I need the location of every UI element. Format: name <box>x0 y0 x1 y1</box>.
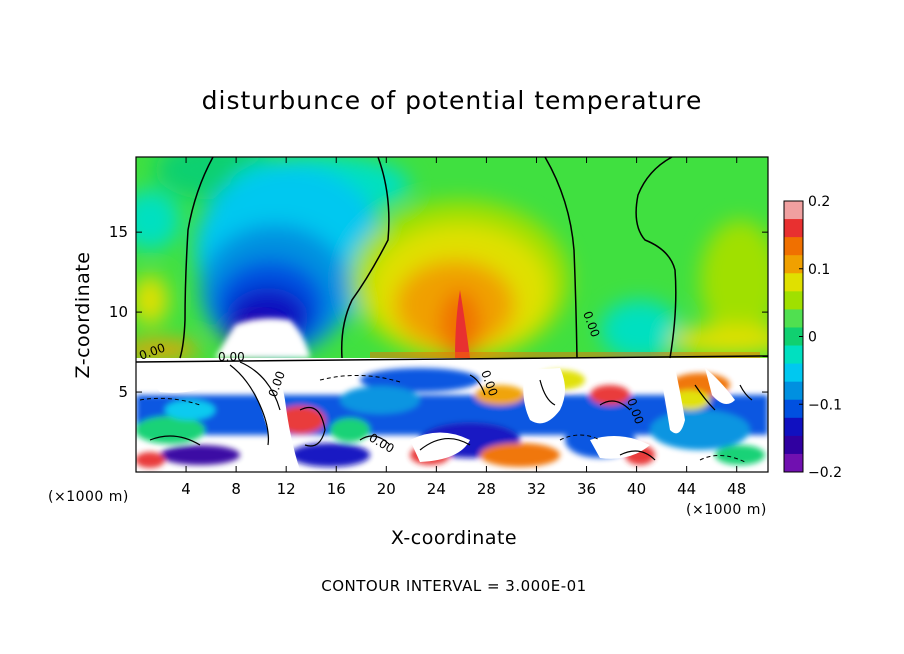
colorbar-swatch <box>784 273 803 292</box>
colorbar-tick-label: 0.2 <box>808 194 830 210</box>
contour-interval: CONTOUR INTERVAL = 3.000E-01 <box>321 577 587 595</box>
x-tick-label: 24 <box>427 480 446 498</box>
x-tick-label: 40 <box>627 480 646 498</box>
colorbar-swatch <box>784 417 803 437</box>
colorbar-swatch <box>784 201 803 220</box>
x-tick-label: 12 <box>277 480 296 498</box>
x-tick-label: 20 <box>377 480 396 498</box>
x-tick-label: 4 <box>181 480 191 498</box>
y-tick-label: 5 <box>118 383 128 401</box>
colorbar-swatch <box>784 381 803 401</box>
colorbar-swatch <box>784 237 803 256</box>
y-axis-label: Z-coordinate <box>72 251 94 379</box>
colorbar-tick-label: −0.1 <box>808 397 842 413</box>
x-axis-label: X-coordinate <box>390 527 518 549</box>
x-tick-label: 28 <box>477 480 496 498</box>
x-tick-label: 16 <box>327 480 346 498</box>
colorbar-swatch <box>784 363 803 383</box>
x-tick-label: 44 <box>677 480 696 498</box>
colorbar-swatch <box>784 399 803 419</box>
x-unit-label-right: (×1000 m) <box>686 502 767 518</box>
y-axis-ticks: 5 10 15 <box>109 223 768 401</box>
x-tick-label: 32 <box>527 480 546 498</box>
x-tick-label: 36 <box>577 480 596 498</box>
x-tick-label: 8 <box>231 480 241 498</box>
chart-title: disturbunce of potential temperature <box>201 86 703 115</box>
x-unit-label-left: (×1000 m) <box>48 489 129 505</box>
zero-contours <box>136 157 768 363</box>
x-axis-ticks: 4 8 12 16 20 24 28 32 36 40 44 48 <box>181 157 746 498</box>
colorbar-swatch <box>784 345 803 365</box>
colorbar-swatch <box>784 219 803 238</box>
y-tick-label: 10 <box>109 303 128 321</box>
colorbar-swatch <box>784 291 803 310</box>
colorbar-swatch <box>784 453 803 473</box>
contour-label: 0.00 <box>218 350 245 364</box>
plot-frame <box>135 156 769 473</box>
colorbar-swatch <box>784 255 803 274</box>
colorbar-swatch <box>784 435 803 455</box>
colorbar-swatch <box>784 309 803 328</box>
lower-field <box>136 358 768 472</box>
colorbar-ticks: 0.2 0.1 0 −0.1 −0.2 <box>799 194 842 481</box>
colorbar-tick-label: 0 <box>808 330 817 346</box>
x-tick-label: 48 <box>727 480 746 498</box>
colorbar-swatch <box>784 327 803 347</box>
y-tick-label: 15 <box>109 223 128 241</box>
colorbar-tick-label: 0.1 <box>808 262 830 278</box>
upper-field <box>136 157 768 360</box>
colorbar-tick-label: −0.2 <box>808 465 842 481</box>
